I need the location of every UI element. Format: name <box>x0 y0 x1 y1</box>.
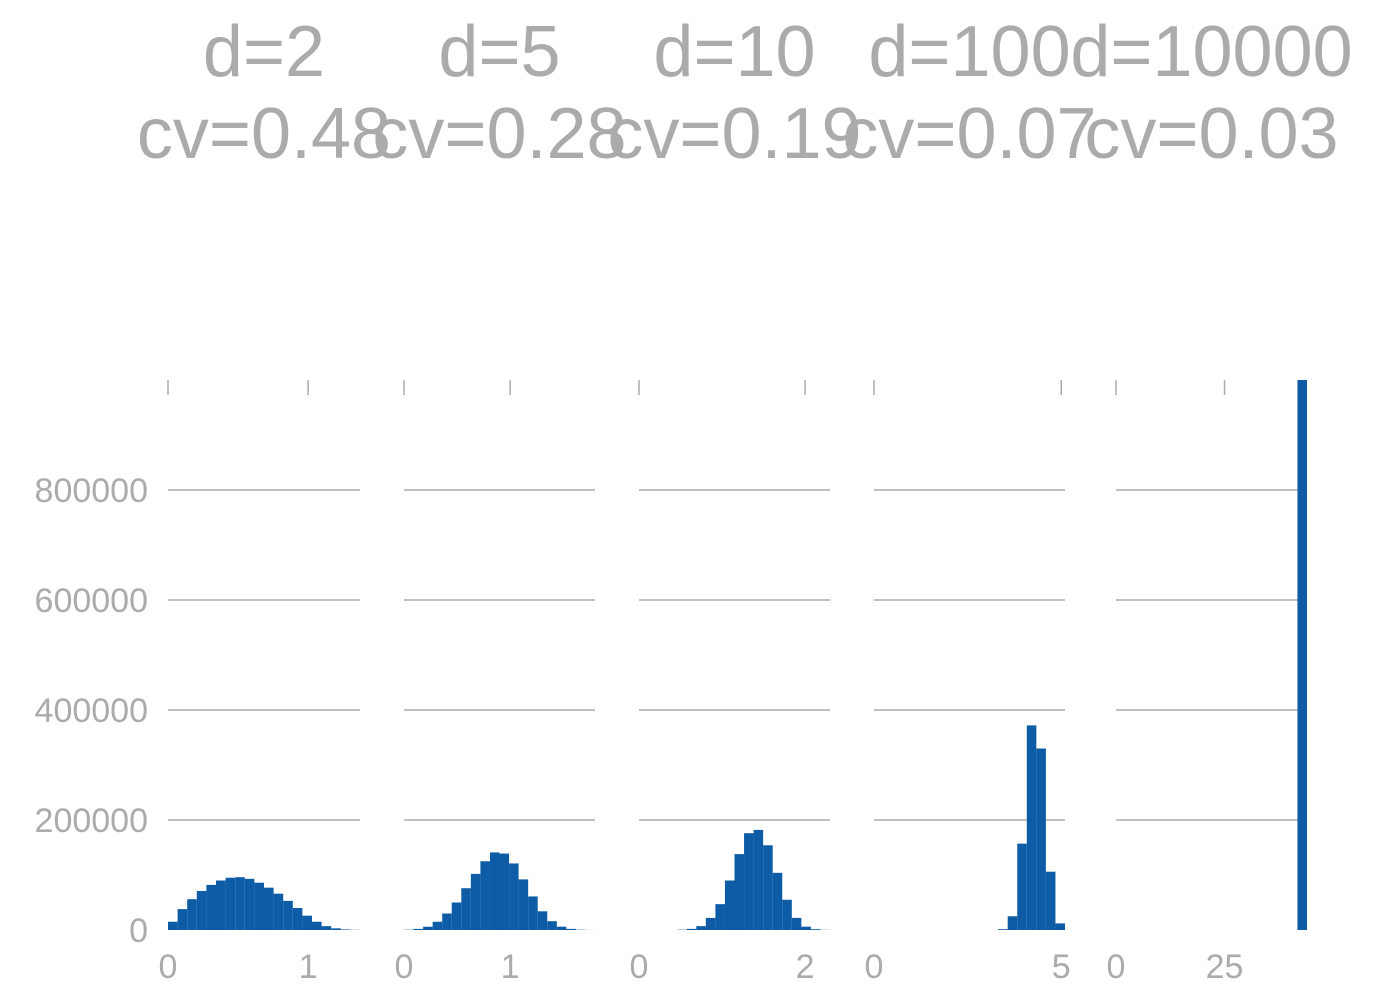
histogram-bar <box>489 852 500 930</box>
histogram-bar <box>283 900 293 930</box>
histogram-bar <box>340 929 351 930</box>
histogram-bar <box>518 879 529 930</box>
histogram-bar <box>225 877 236 930</box>
histogram-bar <box>244 878 255 930</box>
histogram-bar <box>302 915 312 930</box>
histogram-bar <box>413 928 424 930</box>
panel-subtitle: cv=0.48 <box>137 94 391 174</box>
histogram-bar <box>782 899 792 930</box>
histogram-bar <box>705 917 716 930</box>
y-tick-label: 400000 <box>35 692 148 730</box>
histogram-bar <box>292 908 303 930</box>
x-tick-label: 25 <box>1206 948 1244 986</box>
y-tick-label: 0 <box>129 912 148 950</box>
panel-title: d=100 <box>868 12 1070 92</box>
x-tick-label: 5 <box>1052 948 1071 986</box>
histogram-bar <box>696 926 706 930</box>
histogram-bar <box>801 926 811 930</box>
histogram-bar <box>528 896 538 930</box>
histogram-bar <box>254 882 264 930</box>
histogram-bar <box>1017 843 1027 930</box>
panel-subtitle: cv=0.28 <box>372 94 626 174</box>
y-tick-label: 200000 <box>35 802 148 840</box>
histogram-bar <box>566 928 576 930</box>
histogram-bar <box>423 926 433 930</box>
x-tick-label: 0 <box>159 948 178 986</box>
histogram-bar <box>556 926 567 930</box>
histogram-bar <box>734 854 745 930</box>
panel-title: d=10 <box>653 12 815 92</box>
panel-title: d=2 <box>203 12 325 92</box>
histogram-bar <box>547 921 557 930</box>
x-tick-label: 1 <box>501 948 520 986</box>
histogram-bar <box>273 893 284 930</box>
histogram-bar <box>1297 380 1307 930</box>
histogram-bar <box>206 884 216 930</box>
panel-title: d=10000 <box>1070 12 1352 92</box>
histogram-bar <box>810 929 821 930</box>
histogram-bar <box>321 926 332 930</box>
x-tick-label: 0 <box>1107 948 1126 986</box>
x-tick-label: 0 <box>865 948 884 986</box>
histogram-bar <box>432 921 443 930</box>
histogram-bar <box>1007 916 1018 930</box>
histogram-bar <box>744 833 754 930</box>
histogram-bar <box>451 902 462 930</box>
panel-subtitle: cv=0.07 <box>842 94 1096 174</box>
histogram-bar <box>196 890 207 930</box>
histogram-bar <box>1026 725 1037 930</box>
histogram-bar <box>724 880 735 930</box>
histogram-bar <box>537 911 548 930</box>
histogram-bar <box>470 873 481 930</box>
histogram-bar <box>753 829 764 930</box>
histogram-bar <box>187 899 197 930</box>
histogram-bar <box>509 863 519 930</box>
x-tick-label: 0 <box>630 948 649 986</box>
y-tick-label: 800000 <box>35 472 148 510</box>
histogram-bar <box>264 887 274 930</box>
histogram-bar <box>1036 748 1046 930</box>
histogram-bar <box>715 904 725 930</box>
panel-title: d=5 <box>438 12 560 92</box>
panel-subtitle: cv=0.19 <box>607 94 861 174</box>
histogram-bar <box>216 880 226 930</box>
histogram-bar <box>168 921 178 930</box>
histogram-bar <box>1045 871 1056 930</box>
y-tick-label: 600000 <box>35 582 148 620</box>
histogram-bar <box>331 928 341 930</box>
histogram-bar <box>791 917 802 930</box>
histogram-bar <box>480 861 490 930</box>
x-tick-label: 1 <box>299 948 318 986</box>
x-tick-label: 0 <box>395 948 414 986</box>
histogram-bar <box>772 872 783 930</box>
histogram-bar <box>461 888 471 930</box>
histogram-bar <box>998 929 1008 930</box>
histogram-bar <box>499 853 510 930</box>
panel-subtitle: cv=0.03 <box>1084 94 1338 174</box>
histogram-bar <box>312 921 322 930</box>
histogram-bar <box>442 913 452 930</box>
histogram-bar <box>235 877 245 930</box>
x-tick-label: 2 <box>796 948 815 986</box>
histogram-bar <box>177 909 188 930</box>
histogram-bar <box>763 845 773 930</box>
histogram-bar <box>686 928 697 930</box>
histogram-bar <box>1055 923 1065 930</box>
